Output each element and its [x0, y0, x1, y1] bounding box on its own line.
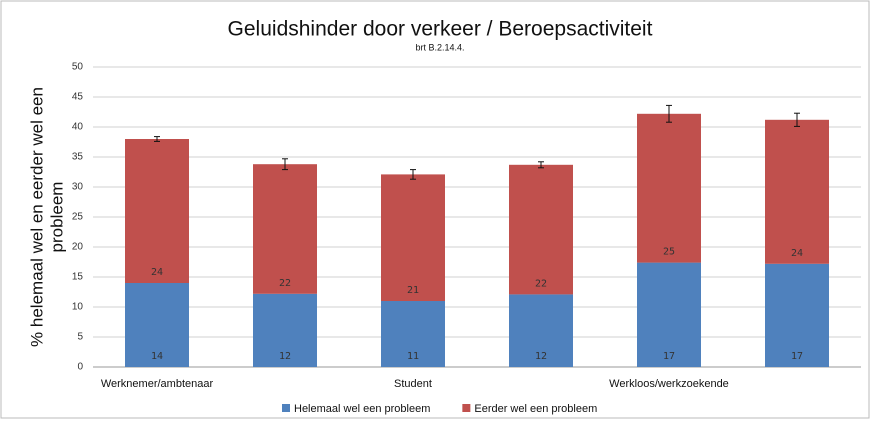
data-label: 12 [535, 351, 547, 362]
y-tick-label: 20 [72, 242, 84, 253]
data-label: 17 [663, 351, 675, 362]
data-label: 12 [279, 351, 291, 362]
y-tick-label: 0 [77, 362, 83, 373]
x-tick-label: Werknemer/ambtenaar [101, 378, 214, 390]
y-tick-label: 5 [77, 332, 83, 343]
data-label: 24 [791, 248, 803, 259]
legend-label: Helemaal wel een probleem [294, 403, 430, 415]
bar-segment [765, 119, 829, 264]
data-label: 25 [663, 247, 675, 258]
data-label: 14 [151, 351, 163, 362]
bar-segment [125, 283, 189, 367]
bar-segment [253, 164, 317, 294]
y-axis-label-line: probleem [47, 182, 66, 253]
data-label: 21 [407, 285, 419, 296]
bar-segment [637, 262, 701, 367]
y-tick-label: 25 [72, 212, 84, 223]
x-tick-label: Werkloos/werkzoekende [609, 378, 729, 390]
y-axis-label: % helemaal wel en eerder wel een problee… [27, 87, 66, 347]
x-tick-label: Student [394, 378, 432, 390]
error-bar [410, 169, 416, 180]
legend-swatch [462, 404, 471, 412]
y-tick-label: 15 [72, 272, 84, 283]
data-label: 11 [407, 351, 419, 362]
bar-segment [637, 113, 701, 263]
error-bar [538, 161, 544, 169]
y-tick-label: 30 [72, 182, 84, 193]
y-axis-label-line: % helemaal wel en eerder wel een [27, 87, 46, 347]
bar-segment [765, 263, 829, 367]
legend-swatch [282, 404, 290, 412]
y-tick-label: 10 [72, 302, 84, 313]
bar-segment [381, 301, 445, 367]
y-tick-label: 45 [72, 92, 84, 103]
y-tick-label: 40 [72, 122, 84, 133]
y-tick-label: 35 [72, 152, 84, 163]
error-bar [282, 158, 288, 171]
bar-segment [509, 294, 573, 367]
bar-segment [125, 139, 189, 283]
chart-subtitle: brt B.2.14.4. [415, 42, 464, 52]
bar-segment [253, 293, 317, 367]
error-bar [666, 104, 672, 123]
chart-title: Geluidshinder door verkeer / Beroepsacti… [228, 18, 653, 41]
bar-segment [509, 164, 573, 295]
data-label: 17 [791, 351, 803, 362]
data-label: 22 [279, 278, 291, 289]
y-tick-label: 50 [72, 62, 84, 73]
error-bar [154, 136, 160, 142]
error-bar [794, 112, 800, 127]
legend-label: Eerder wel een probleem [474, 403, 597, 415]
bar-segment [381, 174, 445, 301]
data-label: 22 [535, 278, 547, 289]
data-label: 24 [151, 267, 163, 278]
